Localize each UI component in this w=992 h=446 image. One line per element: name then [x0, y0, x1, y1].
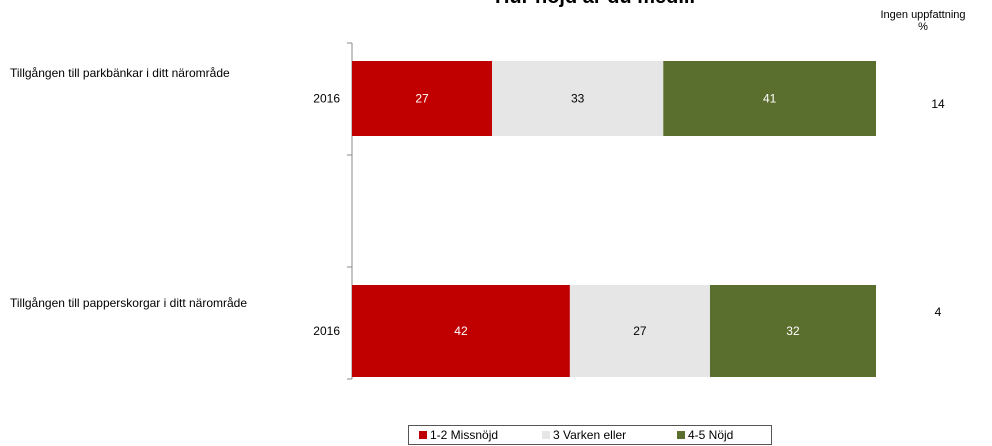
ingen-value-1: 14	[931, 97, 945, 111]
data-label-r1-s1: 27	[415, 92, 429, 106]
bar-segment-r2-s3	[709, 285, 876, 377]
legend-label-missnojd: 1-2 Missnöjd	[430, 428, 499, 442]
legend-item-nojd: 4-5 Nöjd	[677, 428, 733, 442]
bar-segment-r2-s2	[569, 285, 710, 377]
year-label-2: 2016	[313, 324, 340, 338]
ingen-value-2: 4	[935, 305, 942, 319]
chart-title: Hur nöjd är du med...	[0, 0, 992, 9]
ingen-uppfattning-unit: %	[918, 21, 928, 33]
data-label-r2-s3: 32	[786, 324, 800, 338]
data-label-r2-s2: 27	[633, 324, 647, 338]
legend-swatch-nojd	[677, 431, 685, 439]
data-label-r2-s1: 42	[454, 324, 468, 338]
legend-swatch-varken	[542, 431, 550, 439]
bar-segment-r1-s2	[492, 61, 664, 136]
legend: 1-2 Missnöjd 3 Varken eller 4-5 Nöjd	[408, 425, 772, 445]
legend-swatch-missnojd	[419, 431, 427, 439]
bar-segment-r1-s3	[663, 61, 876, 136]
ingen-uppfattning-header: Ingen uppfattning %	[858, 9, 988, 33]
legend-item-varken: 3 Varken eller	[542, 428, 626, 442]
category-label-2: Tillgången till papperskorgar i ditt när…	[10, 296, 248, 310]
bar-segment-r2-s1	[352, 285, 570, 377]
category-label-1: Tillgången till parkbänkar i ditt näromr…	[10, 66, 230, 80]
legend-item-missnojd: 1-2 Missnöjd	[419, 428, 498, 442]
data-label-r1-s2: 33	[571, 92, 585, 106]
bar-segment-r1-s1	[352, 61, 493, 136]
legend-label-varken: 3 Varken eller	[553, 428, 627, 442]
year-label-1: 2016	[313, 92, 340, 106]
legend-label-nojd: 4-5 Nöjd	[688, 428, 734, 442]
data-label-r1-s3: 41	[763, 92, 777, 106]
ingen-uppfattning-title: Ingen uppfattning	[880, 9, 966, 21]
